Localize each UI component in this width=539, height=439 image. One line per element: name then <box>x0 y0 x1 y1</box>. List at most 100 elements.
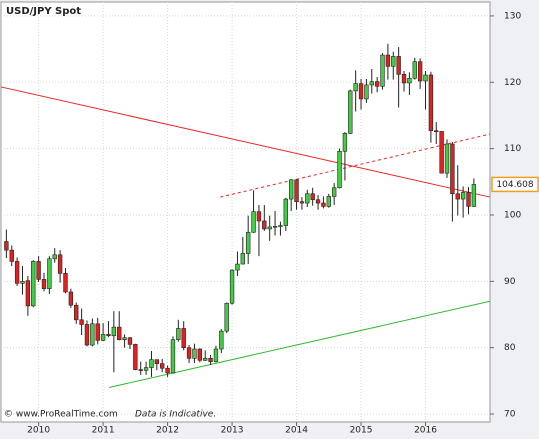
candle-body <box>213 348 219 362</box>
last-price-label: 104.608 <box>496 180 533 190</box>
candle-body <box>321 202 326 207</box>
candle-body <box>52 254 57 260</box>
candle-body <box>288 179 294 200</box>
candle-body <box>401 74 407 84</box>
candle-body <box>224 302 229 332</box>
x-tick-label: 2012 <box>156 426 179 436</box>
candle-body <box>337 150 342 189</box>
trend-line <box>0 86 491 198</box>
candle-body <box>133 344 138 370</box>
candle-body <box>100 334 106 341</box>
x-tick-label: 2015 <box>350 426 373 436</box>
y-tick-label: 100 <box>504 210 521 220</box>
candle-body <box>331 187 337 197</box>
candle-body <box>9 249 14 262</box>
candle-body <box>294 179 299 203</box>
candle-body <box>423 74 428 82</box>
note: Data is Indicative. <box>135 410 216 420</box>
candle-body <box>235 263 240 271</box>
candle-body <box>117 326 122 341</box>
candle-body <box>455 193 460 200</box>
candle-body <box>41 279 47 289</box>
candle-body <box>229 269 235 304</box>
candle-body <box>57 254 63 274</box>
candle-body <box>240 253 245 265</box>
candle-body <box>31 261 36 307</box>
candle-body <box>374 81 380 87</box>
candle-body <box>439 131 444 174</box>
candle-body <box>68 291 74 306</box>
candle-body <box>369 81 374 86</box>
candle-body <box>111 326 117 337</box>
candle-body <box>471 184 477 207</box>
x-tick-label: 2010 <box>27 426 50 436</box>
candle-body <box>154 359 160 364</box>
candle-body <box>63 273 68 293</box>
candle-body <box>385 54 391 67</box>
candle-body <box>122 337 127 341</box>
candle-body <box>391 56 396 67</box>
candle-body <box>348 90 353 134</box>
candle-body <box>95 323 100 341</box>
candle-body <box>315 199 321 204</box>
y-tick-label: 80 <box>504 343 516 353</box>
candle-body <box>434 130 439 133</box>
candle-body <box>203 358 208 361</box>
candle-body <box>160 363 165 369</box>
candle-body <box>251 211 256 233</box>
x-tick-label: 2014 <box>285 426 308 436</box>
y-tick-label: 90 <box>504 277 516 287</box>
candle-body <box>106 334 111 337</box>
candle-body <box>14 261 20 284</box>
candle-body <box>165 367 170 374</box>
candle-body <box>272 225 278 228</box>
candle-body <box>127 337 133 345</box>
candle-body <box>186 347 192 359</box>
candle-body <box>79 319 84 325</box>
x-tick-label: 2011 <box>92 426 115 436</box>
candle-body <box>450 143 455 195</box>
candle-body <box>380 54 385 87</box>
candle-body <box>170 339 176 374</box>
candle-body <box>326 196 331 207</box>
x-tick-label: 2016 <box>414 426 437 436</box>
candle-body <box>181 328 186 348</box>
candle-body <box>342 133 348 152</box>
candle-body <box>74 304 79 321</box>
y-tick-label: 130 <box>504 11 521 21</box>
candle-body <box>25 280 31 307</box>
candle-body <box>364 84 369 100</box>
axes: 70 80 90 100 110 120 130 2010 2011 2012 2013 2014 20… <box>27 11 539 436</box>
candle-body <box>396 56 401 75</box>
footer: © www.ProRealTime.com <box>4 410 118 420</box>
candle-body <box>412 61 417 79</box>
candle-body <box>192 348 197 359</box>
candle-body <box>138 369 143 371</box>
candle-body <box>4 241 9 251</box>
candle-body <box>278 225 283 227</box>
last-price-box <box>491 176 539 193</box>
x-tick-label: 2013 <box>221 426 244 436</box>
candle-body <box>267 226 272 230</box>
candle-body <box>246 231 251 254</box>
candle-body <box>47 258 52 289</box>
candle-body <box>428 74 434 132</box>
candle-body <box>208 358 213 362</box>
candle-body <box>176 328 181 341</box>
candle-body <box>310 193 315 201</box>
candle-body <box>84 324 90 346</box>
candle-body <box>20 281 25 284</box>
y-tick-label: 120 <box>504 78 521 88</box>
candle-body <box>90 323 95 346</box>
candle-body <box>466 192 471 207</box>
candle-body <box>460 192 466 200</box>
candle-body <box>283 198 288 226</box>
plot-area <box>0 1 491 423</box>
candles <box>4 43 477 377</box>
candle-body <box>197 348 203 361</box>
y-tick-label: 70 <box>504 410 516 420</box>
candle-body <box>256 211 262 222</box>
candle-body <box>353 83 358 92</box>
